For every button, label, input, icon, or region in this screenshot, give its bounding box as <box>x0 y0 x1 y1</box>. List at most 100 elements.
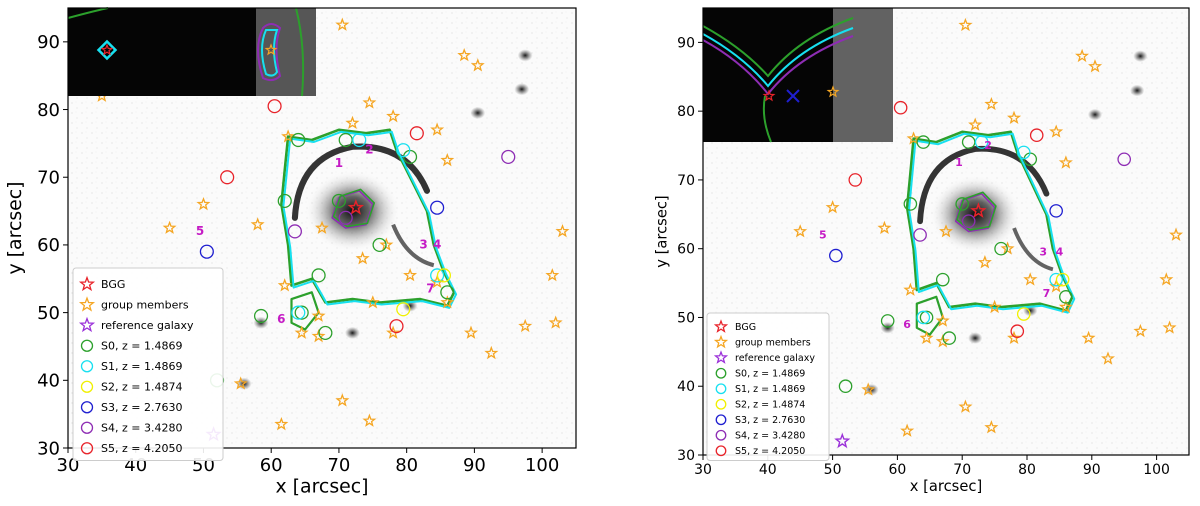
image-circle-s0 <box>291 132 306 148</box>
group-member-star <box>1101 351 1115 365</box>
axes-frame <box>67 7 577 449</box>
reference-galaxy-star <box>834 432 851 449</box>
background-galaxy <box>1087 108 1103 121</box>
legend-label: S4, z = 3.4280 <box>735 431 805 442</box>
image-circle-s2 <box>436 268 452 283</box>
image-circle-s1 <box>352 132 367 148</box>
image-circle-s1 <box>1016 145 1031 160</box>
x-axis-label: x [arcsec] <box>275 476 368 498</box>
inset-curve-s1 <box>261 29 279 77</box>
group-member-star <box>379 237 394 251</box>
image-label: 2 <box>984 139 992 152</box>
group-member-star <box>345 115 360 129</box>
lensed-arc-secondary <box>391 223 435 268</box>
x-axis-label: x [arcsec] <box>910 478 982 495</box>
image-circle-s0 <box>994 241 1008 256</box>
image-circle-s5 <box>893 100 908 115</box>
image-circle-s1 <box>291 305 306 320</box>
image-circle-s0 <box>838 379 853 394</box>
image-circle-s5 <box>1029 128 1044 143</box>
legend-label: BGG <box>735 322 756 333</box>
group-member-star <box>935 334 950 348</box>
x-tick-label: 100 <box>1143 462 1170 478</box>
group-member-star <box>162 220 177 234</box>
critical-curve-s0 <box>280 128 456 308</box>
legend-label: group members <box>735 338 811 349</box>
legend: BGG group members reference galaxy S0, z = … <box>72 267 224 461</box>
group-member-star <box>919 330 934 344</box>
x-tick-label: 60 <box>260 455 283 476</box>
legend-marker-circle <box>80 401 94 414</box>
legend-label: S0, z = 1.4869 <box>101 340 182 353</box>
legend-label: S5, z = 4.2050 <box>101 442 182 455</box>
image-circle-s5 <box>409 126 424 141</box>
critical-curve-subhalo <box>290 291 320 331</box>
group-member-star <box>311 308 326 322</box>
image-label: 1 <box>335 156 343 170</box>
image-circle-s1 <box>1049 272 1063 287</box>
group-member-star <box>1049 124 1064 138</box>
group-member-star <box>386 108 401 123</box>
inset-curve-s0 <box>702 17 854 78</box>
legend-label: S2, z = 1.4874 <box>101 381 182 394</box>
legend-label: S3, z = 2.7630 <box>101 401 182 414</box>
legend-marker-star <box>78 316 96 333</box>
group-member-star <box>233 376 248 390</box>
group-member-star <box>548 315 563 329</box>
group-member-star <box>1000 241 1015 255</box>
image-circle-s0 <box>919 310 934 325</box>
chart-panel-2: 1 2 3 4 5 6 7 30 40 50 60 70 80 90 100 30 40 50 60 70 80 90 x … <box>654 7 1190 495</box>
x-tick-label: 60 <box>888 462 906 478</box>
x-tick-label: 90 <box>463 455 486 476</box>
legend-label: group members <box>101 299 189 312</box>
group-member-star <box>362 413 377 427</box>
y-tick-label: 90 <box>37 32 60 53</box>
image-label: 6 <box>277 312 285 326</box>
legend-label: S0, z = 1.4869 <box>735 369 805 380</box>
y-tick-label: 60 <box>37 235 60 256</box>
lensed-arc <box>291 143 431 221</box>
critical-curve-inner-s0 <box>332 188 375 228</box>
legend-marker-star <box>713 350 729 364</box>
zoom-inset <box>702 8 893 143</box>
group-member-star <box>906 131 921 145</box>
image-circle-s4 <box>961 214 976 228</box>
group-member-star <box>900 423 915 437</box>
legend-marker-circle <box>80 442 94 455</box>
group-member-star <box>277 278 292 292</box>
group-member-star <box>1088 59 1103 73</box>
group-member-star <box>984 420 999 434</box>
background-galaxy <box>517 49 533 62</box>
group-member-star <box>987 299 1002 314</box>
legend-label: reference galaxy <box>735 353 815 364</box>
group-member-star <box>365 295 380 309</box>
legend-marker-circle <box>715 445 727 457</box>
group-member-star <box>457 48 472 62</box>
image-label: 6 <box>903 318 911 331</box>
inset-curve-s0 <box>295 7 305 97</box>
group-member-star <box>793 224 808 238</box>
image-circle-s2 <box>396 302 411 317</box>
image-label: 5 <box>196 224 204 238</box>
image-circle-s1 <box>974 135 989 149</box>
group-member-star <box>518 318 533 333</box>
x-tick-label: 90 <box>1083 462 1101 478</box>
image-circle-s0 <box>372 237 387 253</box>
inset-glow <box>256 8 316 96</box>
y-tick-label: 50 <box>37 303 60 324</box>
group-member-star <box>1133 323 1148 338</box>
legend-marker-circle <box>80 339 94 352</box>
x-tick-label: 30 <box>694 462 712 478</box>
background-galaxy <box>1130 84 1145 97</box>
legend-marker-circle <box>80 360 94 373</box>
legend-marker-circle <box>715 367 727 379</box>
image-circle-s4 <box>501 149 516 165</box>
group-member-star <box>861 382 876 396</box>
group-member-star <box>440 295 455 309</box>
legend-marker-circle <box>80 380 94 393</box>
legend-label: S1, z = 1.4869 <box>101 360 182 373</box>
group-member-star <box>555 224 570 238</box>
group-member-star <box>1159 272 1174 286</box>
legend-label: reference galaxy <box>101 319 194 332</box>
legend-marker-circle <box>715 429 727 441</box>
